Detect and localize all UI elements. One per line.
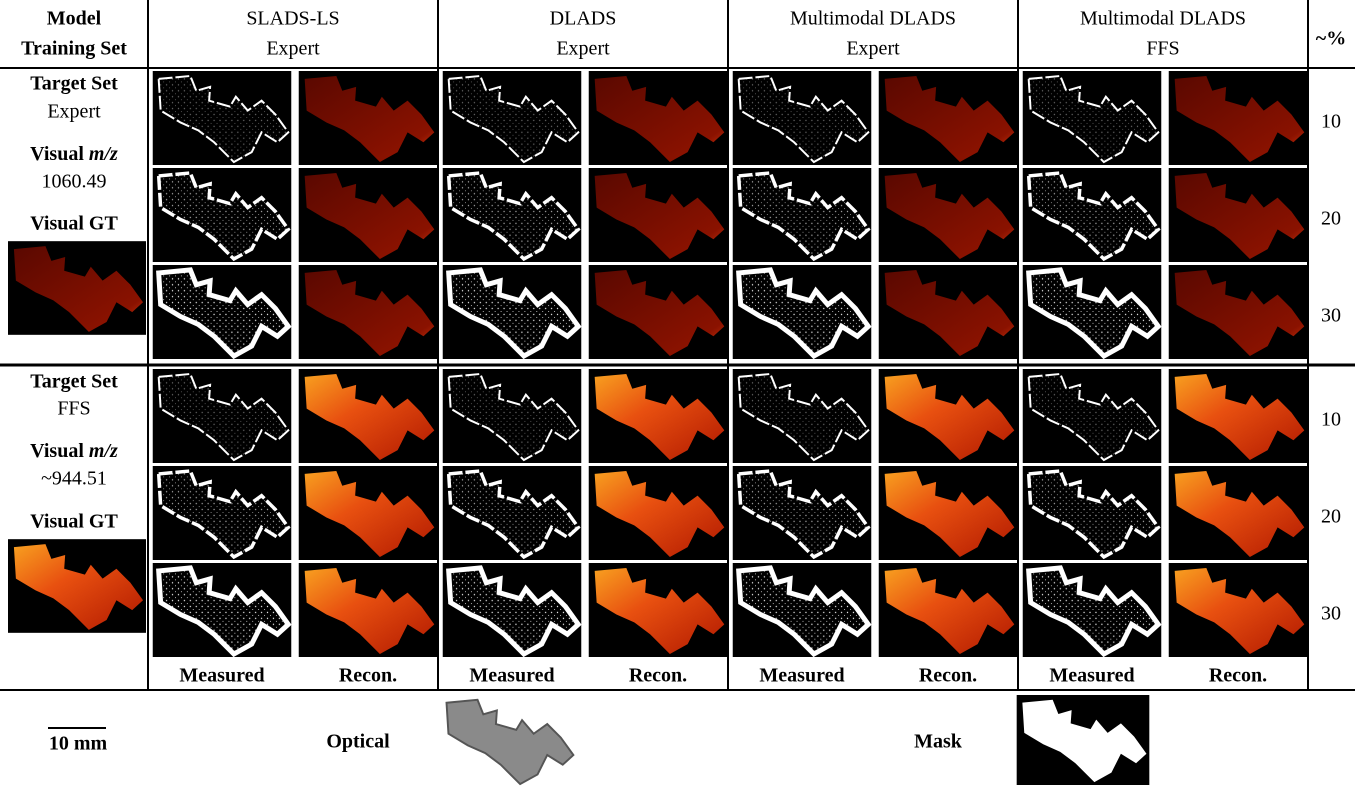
recon-image [879,466,1018,560]
recon-image [589,265,728,359]
recon-image [299,168,438,262]
optical-image [447,700,574,784]
recon-image [589,466,728,560]
measured-image [443,563,582,657]
ground-truth-image [8,539,146,633]
mask-image [1017,695,1150,785]
measured-image [1023,369,1162,463]
mz-value: 1060.49 [42,171,107,193]
recon-image [879,563,1018,657]
recon-image [299,466,438,560]
percent-label: 10 [1321,409,1341,431]
recon-image [879,71,1018,165]
percent-label: 30 [1321,603,1341,625]
target-value: FFS [57,398,90,420]
scale-label: 10 mm [49,733,108,755]
recon-image [299,71,438,165]
recon-image [589,563,728,657]
recon-image [1169,369,1308,463]
recon-image [589,71,728,165]
optical-label: Optical [326,731,390,753]
measured-image [443,265,582,359]
measured-image [733,71,872,165]
gt-label: Visual GT [30,511,118,533]
measured-image [153,563,292,657]
footer-label: Recon. [629,665,687,687]
footer-label: Measured [179,665,264,687]
measured-image [153,71,292,165]
recon-image [879,369,1018,463]
footer-label: Recon. [919,665,977,687]
measured-image [153,168,292,262]
recon-image [879,265,1018,359]
footer-label: Recon. [1209,665,1267,687]
percent-label: 20 [1321,506,1341,528]
percent-label: 10 [1321,111,1341,133]
measured-image [1023,168,1162,262]
recon-image [1169,265,1308,359]
recon-image [1169,466,1308,560]
gt-label: Visual GT [30,213,118,235]
target-label: Target Set [30,371,118,393]
measured-image [443,466,582,560]
footer-label: Measured [759,665,844,687]
measured-image [1023,563,1162,657]
recon-image [1169,563,1308,657]
recon-image [589,369,728,463]
percent-header: ~% [1316,28,1346,50]
recon-image [879,168,1018,262]
column-method: DLADS [550,8,617,30]
measured-image [733,563,872,657]
measured-image [1023,71,1162,165]
mz-unit: m/z [89,143,118,165]
measured-image [1023,466,1162,560]
column-method: Multimodal DLADS [790,8,956,30]
measured-image [153,369,292,463]
corner-label: Model [47,8,102,30]
column-training: Expert [846,38,900,60]
footer-label: Measured [469,665,554,687]
column-training: Expert [556,38,610,60]
figure: Model Training Set ~% 10 mm Optical Mask… [0,0,1355,787]
ground-truth-image [8,241,146,335]
column-method: Multimodal DLADS [1080,8,1246,30]
measured-image [443,71,582,165]
visual-word: Visual [30,143,84,165]
recon-image [299,369,438,463]
measured-image [153,466,292,560]
recon-image [1169,71,1308,165]
recon-image [1169,168,1308,262]
column-training: Expert [266,38,320,60]
measured-image [733,466,872,560]
measured-image [733,265,872,359]
measured-image [443,369,582,463]
percent-label: 30 [1321,305,1341,327]
mz-value: ~944.51 [41,468,107,490]
measured-image [153,265,292,359]
measured-image [733,369,872,463]
mask-label: Mask [914,731,963,753]
percent-label: 20 [1321,208,1341,230]
measured-image [733,168,872,262]
footer-label: Recon. [339,665,397,687]
visual-mz-label: Visual m/z [30,143,118,165]
recon-image [589,168,728,262]
column-method: SLADS-LS [246,8,339,30]
corner-label: Training Set [21,38,127,60]
footer-label: Measured [1049,665,1134,687]
recon-image [299,265,438,359]
measured-image [1023,265,1162,359]
measured-image [443,168,582,262]
target-value: Expert [47,101,101,123]
recon-image [299,563,438,657]
target-label: Target Set [30,73,118,95]
visual-word: Visual [30,440,84,462]
column-training: FFS [1146,38,1179,60]
visual-mz-label: Visual m/z [30,440,118,462]
mz-unit: m/z [89,440,118,462]
